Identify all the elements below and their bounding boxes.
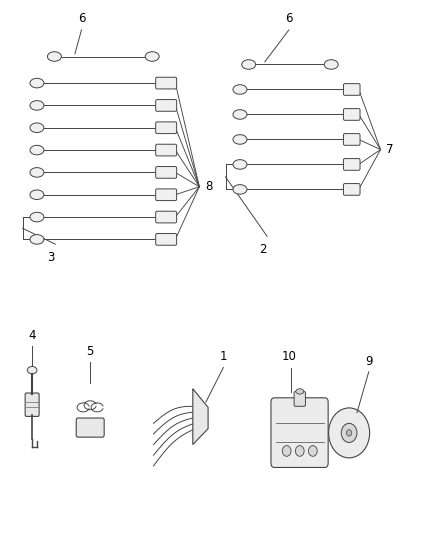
Ellipse shape: [30, 101, 44, 110]
Ellipse shape: [242, 60, 256, 69]
Text: 5: 5: [87, 345, 94, 358]
FancyBboxPatch shape: [155, 166, 177, 178]
Text: 2: 2: [259, 243, 266, 256]
Ellipse shape: [30, 146, 44, 155]
FancyBboxPatch shape: [343, 134, 360, 146]
Ellipse shape: [296, 389, 304, 394]
Ellipse shape: [233, 110, 247, 119]
FancyBboxPatch shape: [155, 189, 177, 200]
FancyBboxPatch shape: [76, 418, 104, 437]
Text: 6: 6: [285, 12, 293, 25]
Circle shape: [295, 446, 304, 456]
Circle shape: [283, 446, 291, 456]
Ellipse shape: [233, 160, 247, 169]
FancyBboxPatch shape: [155, 233, 177, 245]
Text: 7: 7: [386, 143, 393, 156]
Text: 4: 4: [28, 329, 36, 342]
Circle shape: [346, 430, 352, 436]
Ellipse shape: [233, 85, 247, 94]
Ellipse shape: [47, 52, 61, 61]
FancyBboxPatch shape: [271, 398, 328, 467]
FancyBboxPatch shape: [343, 84, 360, 95]
Circle shape: [328, 408, 370, 458]
FancyBboxPatch shape: [343, 109, 360, 120]
Circle shape: [341, 423, 357, 442]
FancyBboxPatch shape: [155, 77, 177, 89]
FancyBboxPatch shape: [155, 211, 177, 223]
Ellipse shape: [30, 78, 44, 88]
FancyBboxPatch shape: [343, 183, 360, 195]
Text: 8: 8: [205, 180, 212, 193]
Ellipse shape: [233, 184, 247, 194]
FancyBboxPatch shape: [155, 122, 177, 134]
Text: 10: 10: [282, 350, 296, 364]
FancyBboxPatch shape: [25, 393, 39, 416]
Ellipse shape: [30, 167, 44, 177]
FancyBboxPatch shape: [294, 391, 305, 406]
PathPatch shape: [193, 389, 208, 445]
Ellipse shape: [30, 212, 44, 222]
FancyBboxPatch shape: [155, 144, 177, 156]
Ellipse shape: [30, 235, 44, 244]
Ellipse shape: [324, 60, 338, 69]
Ellipse shape: [30, 123, 44, 133]
Text: 9: 9: [365, 354, 372, 368]
Text: 6: 6: [78, 12, 85, 25]
Ellipse shape: [145, 52, 159, 61]
Text: 1: 1: [219, 350, 227, 364]
Text: 3: 3: [47, 251, 55, 263]
Ellipse shape: [30, 190, 44, 199]
FancyBboxPatch shape: [343, 159, 360, 170]
Ellipse shape: [27, 367, 37, 374]
Ellipse shape: [233, 135, 247, 144]
Circle shape: [308, 446, 317, 456]
FancyBboxPatch shape: [155, 100, 177, 111]
